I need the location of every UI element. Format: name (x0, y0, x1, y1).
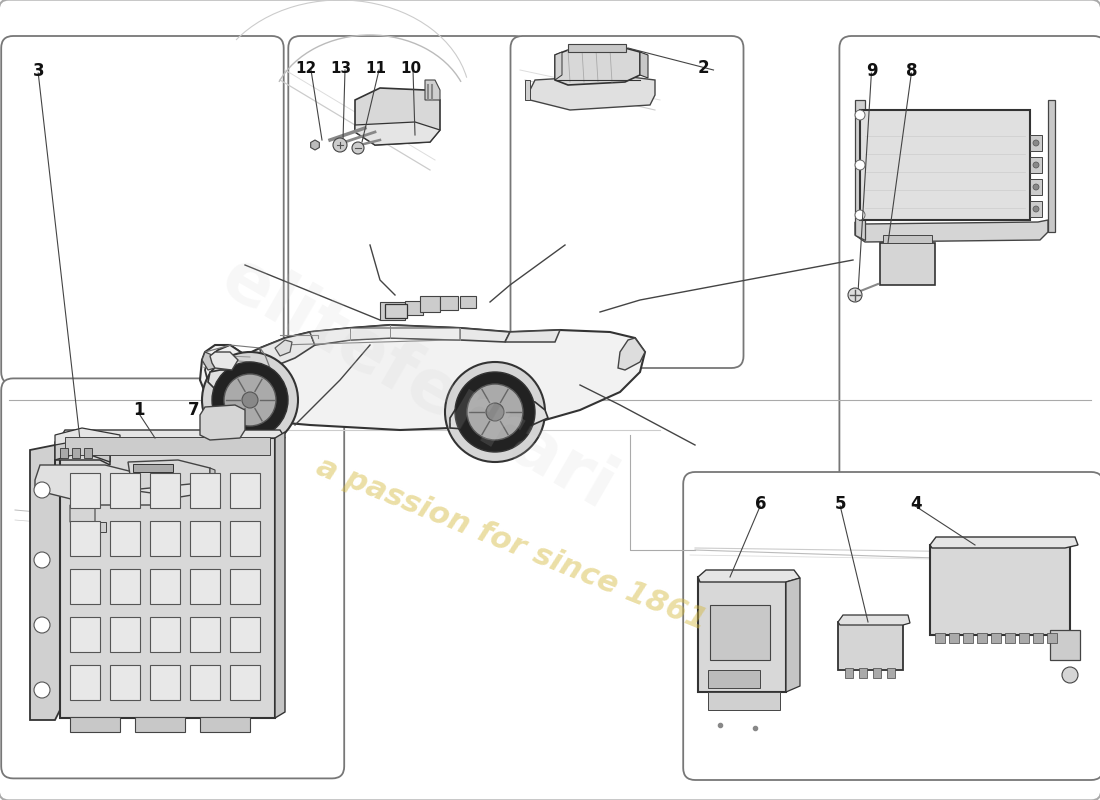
Polygon shape (130, 475, 210, 497)
Bar (70, 521, 100, 556)
Circle shape (212, 362, 288, 438)
Bar (150, 473, 180, 508)
Text: 13: 13 (330, 61, 351, 76)
Text: 12: 12 (295, 61, 317, 76)
Circle shape (1033, 184, 1039, 190)
Polygon shape (128, 460, 210, 490)
Bar (70, 665, 100, 700)
Bar (150, 569, 180, 604)
Text: 3: 3 (33, 62, 45, 80)
Circle shape (855, 210, 865, 220)
Bar (977, 633, 987, 643)
Polygon shape (260, 332, 315, 368)
Circle shape (855, 110, 865, 120)
Text: 9: 9 (867, 62, 878, 80)
Bar (230, 473, 260, 508)
Polygon shape (200, 325, 645, 430)
FancyBboxPatch shape (839, 36, 1100, 520)
Bar (991, 633, 1001, 643)
Bar (1019, 633, 1028, 643)
Bar (230, 665, 260, 700)
Bar (230, 617, 260, 652)
Polygon shape (640, 52, 648, 78)
Bar (110, 665, 140, 700)
Polygon shape (310, 140, 319, 150)
Bar (845, 668, 853, 678)
Polygon shape (200, 405, 245, 440)
Text: eliteferrari: eliteferrari (209, 243, 627, 525)
Circle shape (1033, 140, 1039, 146)
Bar (379, 302, 405, 320)
Bar (70, 569, 100, 604)
Polygon shape (618, 338, 645, 370)
Polygon shape (30, 445, 60, 720)
Bar (60, 438, 275, 718)
Polygon shape (355, 122, 440, 145)
Polygon shape (35, 465, 165, 505)
Polygon shape (838, 615, 910, 625)
Bar (60, 448, 68, 458)
Text: 11: 11 (365, 61, 386, 76)
Circle shape (468, 384, 522, 440)
Bar (440, 296, 458, 310)
Polygon shape (210, 468, 214, 492)
Circle shape (1033, 206, 1039, 212)
Bar (190, 665, 220, 700)
Bar (873, 668, 881, 678)
Polygon shape (60, 430, 285, 438)
Polygon shape (355, 88, 440, 145)
Polygon shape (786, 578, 800, 692)
Polygon shape (1048, 100, 1055, 232)
Text: 1: 1 (133, 402, 145, 419)
Circle shape (848, 288, 862, 302)
Bar (859, 668, 867, 678)
Circle shape (446, 362, 544, 462)
Bar (568, 44, 626, 52)
Bar (72, 448, 80, 458)
Text: 2: 2 (697, 59, 710, 77)
Bar (230, 569, 260, 604)
Text: 8: 8 (906, 62, 917, 80)
Bar (1030, 201, 1042, 217)
Text: 4: 4 (910, 495, 922, 513)
Bar (708, 670, 760, 688)
Polygon shape (698, 570, 800, 582)
Circle shape (352, 142, 364, 154)
Bar (65, 437, 270, 455)
Bar (385, 304, 407, 318)
Circle shape (455, 372, 535, 452)
Bar (460, 296, 476, 308)
Circle shape (855, 160, 865, 170)
Bar (70, 717, 120, 732)
Polygon shape (210, 352, 238, 370)
Polygon shape (275, 340, 292, 356)
Polygon shape (556, 52, 562, 80)
Bar (200, 717, 250, 732)
Bar (110, 473, 140, 508)
Polygon shape (310, 325, 510, 345)
Polygon shape (55, 445, 110, 465)
Bar (710, 605, 770, 660)
Bar (883, 235, 932, 243)
Bar (190, 521, 220, 556)
Text: 6: 6 (756, 495, 767, 513)
Polygon shape (505, 330, 560, 342)
Polygon shape (530, 75, 654, 110)
Bar (150, 665, 180, 700)
Polygon shape (855, 100, 865, 240)
Bar (1030, 179, 1042, 195)
Bar (150, 617, 180, 652)
Bar (110, 617, 140, 652)
Bar (860, 110, 1030, 220)
Polygon shape (55, 428, 120, 445)
Polygon shape (855, 220, 1048, 242)
Polygon shape (310, 328, 460, 345)
FancyBboxPatch shape (288, 36, 527, 368)
Bar (887, 668, 895, 678)
Bar (1050, 630, 1080, 660)
Text: 7: 7 (188, 402, 200, 419)
Bar (1030, 135, 1042, 151)
Circle shape (242, 392, 258, 408)
Bar (405, 301, 424, 315)
